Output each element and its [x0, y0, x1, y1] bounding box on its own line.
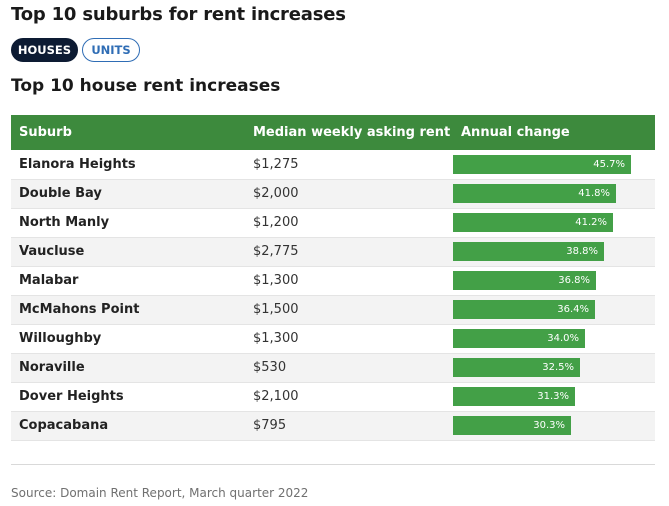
table-header-row: Suburb Median weekly asking rent Annual … — [11, 115, 655, 150]
cell-rent: $795 — [245, 411, 453, 441]
cell-rent: $1,500 — [245, 295, 453, 325]
table-row: Double Bay $2,000 41.8% — [11, 179, 655, 209]
table-row: North Manly $1,200 41.2% — [11, 208, 655, 238]
table-title: Top 10 house rent increases — [11, 76, 281, 96]
bar-track: 32.5% — [453, 358, 647, 377]
cell-annual-change: 32.5% — [453, 353, 655, 383]
cell-annual-change: 36.4% — [453, 295, 655, 325]
tab-units[interactable]: UNITS — [82, 38, 140, 62]
cell-rent: $530 — [245, 353, 453, 383]
cell-suburb: Double Bay — [11, 179, 245, 209]
table-row: Noraville $530 32.5% — [11, 353, 655, 383]
tab-houses[interactable]: HOUSES — [11, 38, 78, 62]
bar-track: 31.3% — [453, 387, 647, 406]
cell-rent: $1,200 — [245, 208, 453, 238]
change-bar: 45.7% — [453, 154, 631, 174]
cell-suburb: Noraville — [11, 353, 245, 383]
change-bar: 36.8% — [453, 271, 596, 290]
cell-suburb: Vaucluse — [11, 237, 245, 267]
column-header-rent: Median weekly asking rent — [253, 125, 451, 140]
bar-track: 36.8% — [453, 271, 647, 290]
cell-annual-change: 31.3% — [453, 382, 655, 412]
column-header-suburb: Suburb — [19, 125, 72, 140]
cell-suburb: North Manly — [11, 208, 245, 238]
cell-suburb: McMahons Point — [11, 295, 245, 325]
cell-suburb: Elanora Heights — [11, 150, 245, 180]
bar-track: 38.8% — [453, 242, 647, 261]
table-row: Dover Heights $2,100 31.3% — [11, 382, 655, 412]
cell-annual-change: 30.3% — [453, 411, 655, 441]
table-row: Vaucluse $2,775 38.8% — [11, 237, 655, 267]
change-bar: 36.4% — [453, 300, 595, 319]
change-bar: 30.3% — [453, 416, 571, 435]
tab-group: HOUSES UNITS — [11, 38, 140, 62]
change-bar: 38.8% — [453, 242, 604, 261]
divider — [11, 464, 655, 465]
table-row: McMahons Point $1,500 36.4% — [11, 295, 655, 325]
cell-annual-change: 38.8% — [453, 237, 655, 267]
cell-annual-change: 45.7% — [453, 150, 655, 180]
cell-annual-change: 41.8% — [453, 179, 655, 209]
cell-annual-change: 34.0% — [453, 324, 655, 354]
source-note: Source: Domain Rent Report, March quarte… — [11, 486, 309, 500]
bar-track: 36.4% — [453, 300, 647, 319]
table-body: Elanora Heights $1,275 45.7% Double Bay $2,0… — [11, 150, 655, 441]
cell-rent: $2,000 — [245, 179, 453, 209]
change-bar: 41.8% — [453, 184, 616, 203]
change-bar: 31.3% — [453, 387, 575, 406]
bar-track: 41.8% — [453, 184, 647, 203]
cell-rent: $1,300 — [245, 266, 453, 296]
column-header-annual-change: Annual change — [461, 125, 570, 140]
change-bar: 32.5% — [453, 358, 580, 377]
cell-rent: $1,300 — [245, 324, 453, 354]
cell-suburb: Willoughby — [11, 324, 245, 354]
table-row: Copacabana $795 30.3% — [11, 411, 655, 441]
table-row: Elanora Heights $1,275 45.7% — [11, 150, 655, 180]
change-bar: 41.2% — [453, 213, 613, 232]
cell-rent: $2,100 — [245, 382, 453, 412]
bar-track: 30.3% — [453, 416, 647, 435]
cell-rent: $1,275 — [245, 150, 453, 180]
page-title: Top 10 suburbs for rent increases — [11, 4, 346, 25]
cell-annual-change: 36.8% — [453, 266, 655, 296]
cell-annual-change: 41.2% — [453, 208, 655, 238]
rent-increases-table: Suburb Median weekly asking rent Annual … — [11, 115, 655, 441]
table-row: Malabar $1,300 36.8% — [11, 266, 655, 296]
cell-suburb: Malabar — [11, 266, 245, 296]
bar-track: 45.7% — [453, 154, 647, 174]
bar-track: 41.2% — [453, 213, 647, 232]
table-row: Willoughby $1,300 34.0% — [11, 324, 655, 354]
change-bar: 34.0% — [453, 329, 585, 348]
bar-track: 34.0% — [453, 329, 647, 348]
cell-suburb: Copacabana — [11, 411, 245, 441]
cell-rent: $2,775 — [245, 237, 453, 267]
cell-suburb: Dover Heights — [11, 382, 245, 412]
